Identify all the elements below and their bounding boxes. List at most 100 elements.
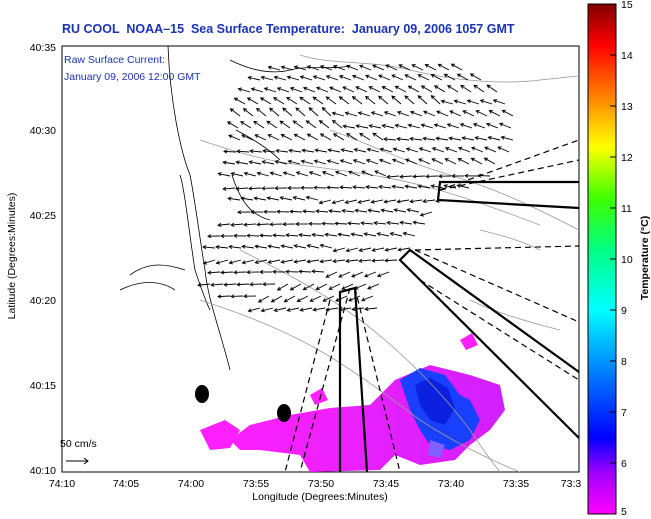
- current-vector: [488, 136, 501, 141]
- x-tick: 73:45: [373, 478, 399, 490]
- current-vector-head: [313, 185, 318, 190]
- current-vector: [216, 259, 229, 264]
- current-vector-head: [341, 285, 346, 290]
- current-vector-head: [292, 120, 297, 125]
- current-vector: [457, 73, 469, 81]
- current-vector-head: [385, 64, 390, 69]
- current-vector: [447, 123, 460, 129]
- current-vector: [497, 146, 510, 153]
- current-vector-head: [326, 159, 332, 164]
- current-vector: [379, 186, 392, 189]
- current-vector-head: [383, 111, 389, 115]
- current-vector: [436, 137, 449, 141]
- current-vector: [361, 295, 374, 301]
- current-vector-head: [259, 233, 264, 238]
- current-vector: [372, 132, 384, 141]
- current-vector: [364, 271, 377, 277]
- current-vector-head: [384, 247, 389, 252]
- current-vector-head: [391, 184, 396, 189]
- current-vector-head: [267, 65, 272, 70]
- current-vector: [399, 175, 413, 178]
- current-vector-head: [215, 244, 220, 250]
- current-vector: [475, 137, 488, 141]
- current-vector-head: [299, 96, 304, 101]
- current-vector-head: [306, 243, 311, 248]
- current-vector: [339, 186, 353, 189]
- current-vector-head: [367, 208, 372, 213]
- current-vector-head: [399, 174, 404, 179]
- current-vector-head: [420, 123, 425, 128]
- current-vector: [268, 245, 281, 249]
- x-tick: 74:00: [178, 478, 204, 490]
- current-vector-head: [499, 122, 504, 127]
- current-vector-head: [311, 232, 316, 237]
- y-tick: 40:10: [30, 465, 56, 477]
- current-vector: [471, 157, 483, 165]
- current-vector-head: [246, 270, 251, 275]
- current-vector-head: [269, 222, 274, 227]
- current-vector-head: [217, 172, 222, 177]
- current-vector-head: [368, 86, 373, 90]
- current-vector-head: [299, 75, 305, 80]
- current-vector-head: [276, 87, 282, 91]
- current-vector-head: [236, 282, 241, 287]
- current-vector: [476, 110, 488, 117]
- current-vector: [486, 84, 498, 93]
- current-vector: [220, 271, 234, 274]
- current-vector: [281, 134, 293, 141]
- current-vector: [299, 96, 311, 105]
- current-vector: [486, 123, 499, 129]
- current-vector-head: [280, 65, 285, 70]
- current-vector: [325, 233, 338, 237]
- current-vector-head: [364, 273, 369, 278]
- colorbar-tick: 10: [621, 254, 633, 266]
- current-vector: [243, 223, 257, 226]
- current-vector: [431, 95, 441, 105]
- current-vector-head: [417, 74, 422, 78]
- current-vector-head: [457, 158, 462, 162]
- current-vector: [434, 124, 447, 129]
- current-vector-head: [355, 86, 360, 91]
- current-vector: [306, 120, 317, 129]
- current-vector-head: [339, 185, 344, 190]
- current-vector-head: [392, 158, 397, 163]
- current-vector-head: [292, 195, 297, 200]
- current-vector: [358, 199, 371, 203]
- current-vector-head: [376, 232, 381, 237]
- current-vector-head: [396, 199, 401, 204]
- current-vector: [295, 107, 306, 117]
- current-vector-head: [351, 307, 356, 312]
- current-vector-head: [347, 221, 352, 226]
- current-vector-head: [409, 136, 414, 141]
- current-vector-head: [257, 298, 263, 303]
- current-vector: [418, 74, 430, 81]
- current-vector-head: [436, 110, 441, 115]
- current-vector: [354, 148, 367, 153]
- current-vector-head: [286, 307, 291, 312]
- current-vector-head: [312, 307, 317, 312]
- current-vector-head: [368, 124, 373, 129]
- current-vector-head: [210, 282, 215, 287]
- current-vector-head: [279, 120, 284, 125]
- current-vector: [203, 246, 216, 249]
- current-vector-head: [378, 158, 384, 163]
- current-vector-head: [457, 146, 463, 151]
- current-vector: [484, 146, 497, 153]
- current-vector: [367, 283, 380, 290]
- current-time: January 09, 2006 12:00 GMT: [64, 71, 201, 83]
- current-vector-head: [222, 160, 227, 165]
- current-vector: [279, 120, 291, 129]
- current-vector-head: [422, 136, 427, 141]
- current-vector-head: [359, 64, 364, 69]
- current-vector: [289, 149, 302, 153]
- current-vector: [341, 149, 354, 153]
- current-vector-head: [230, 171, 235, 176]
- current-vector: [384, 111, 397, 117]
- current-vector: [228, 197, 241, 201]
- current-vector: [447, 85, 459, 93]
- current-vector: [365, 307, 378, 310]
- current-vector: [408, 124, 421, 129]
- current-vector-head: [230, 222, 235, 227]
- current-vector-head: [274, 159, 279, 164]
- current-vector-head: [456, 183, 461, 188]
